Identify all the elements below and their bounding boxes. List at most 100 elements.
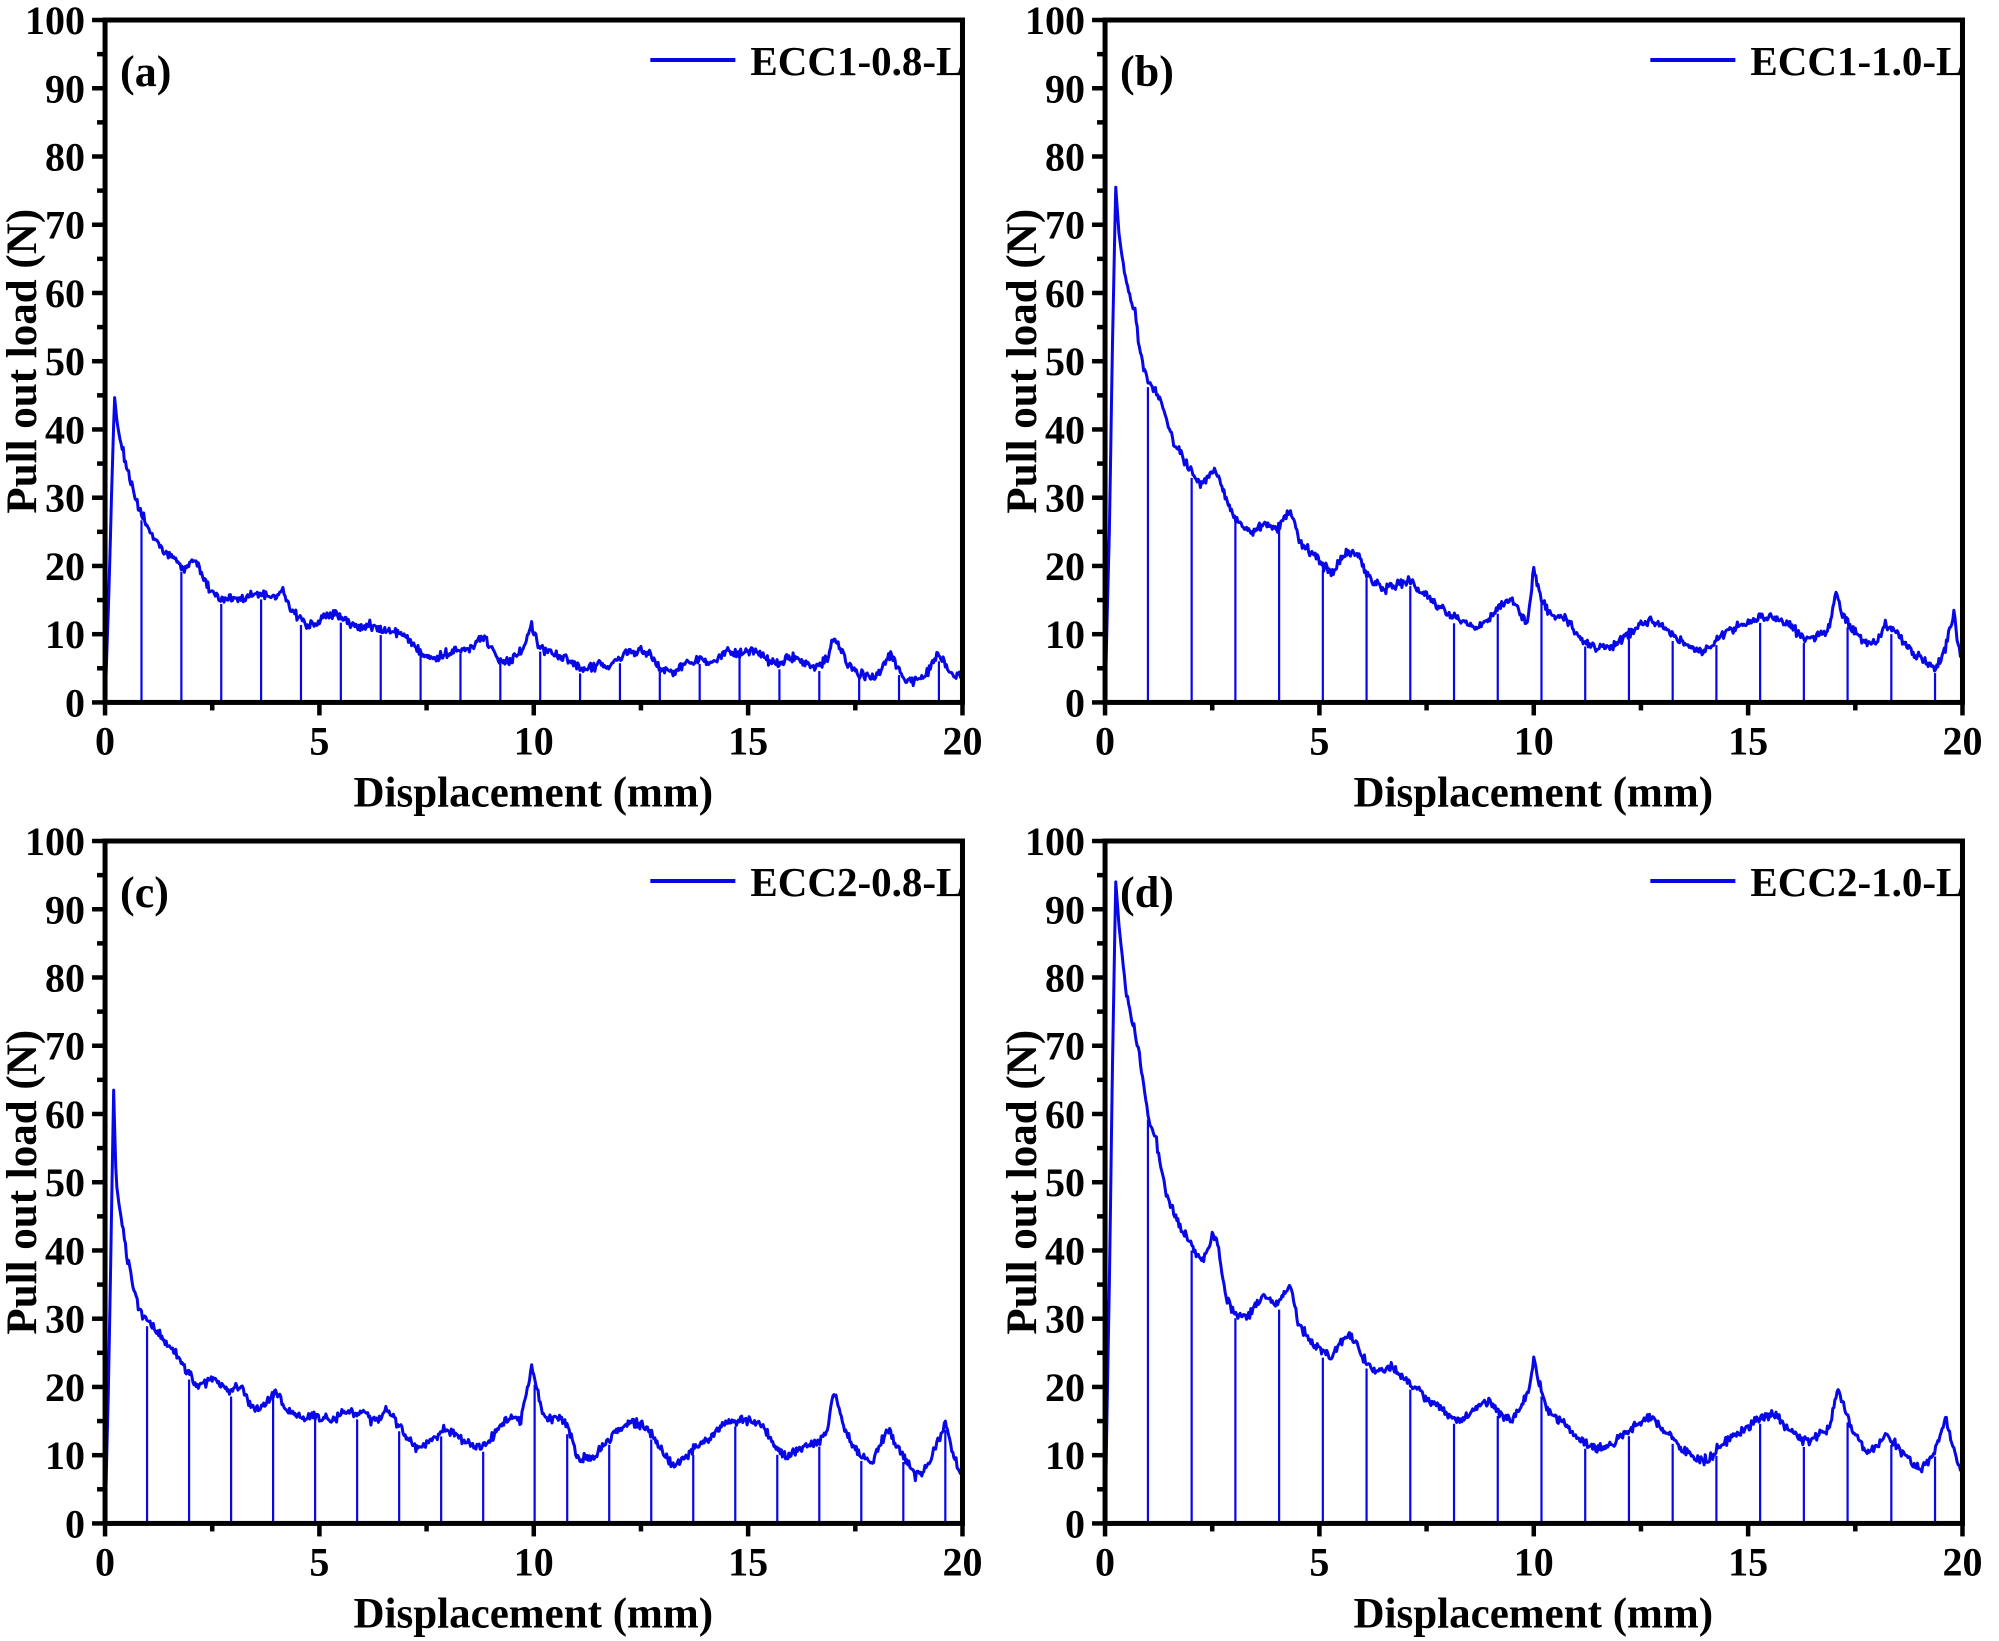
chart-ecc1-08-l: 0 10 20 30 40 50 60 70 80 90 100 0 5 10 15 20 (a) ECC1-… xyxy=(0,0,982,816)
x-tick-label: 5 xyxy=(1309,1539,1329,1584)
x-axis-title: Displacement (mm) xyxy=(353,1590,713,1637)
x-tick-label: 0 xyxy=(95,1539,115,1584)
x-tick-label: 15 xyxy=(728,718,768,763)
x-tick-label: 10 xyxy=(1513,718,1553,763)
x-tick-label: 10 xyxy=(1513,1539,1553,1584)
y-tick-label: 80 xyxy=(1045,135,1085,180)
chart-ecc2-08-l: 0 10 20 30 40 50 60 70 80 90 100 0 5 10 15 20 (c) ECC2-… xyxy=(0,821,982,1637)
y-tick-label: 100 xyxy=(25,0,85,43)
axis-box xyxy=(1102,17,1965,705)
panel-a: 0 10 20 30 40 50 60 70 80 90 100 0 5 10 15 20 (a) ECC1-… xyxy=(0,0,1000,821)
y-tick-label: 40 xyxy=(45,407,85,452)
x-axis-title: Displacement (mm) xyxy=(1353,1590,1713,1637)
y-tick-label: 0 xyxy=(1065,680,1085,725)
y-tick-label: 20 xyxy=(1045,1364,1085,1409)
x-tick-label: 5 xyxy=(309,1539,329,1584)
legend-label: ECC2-0.8-L xyxy=(750,859,963,905)
y-tick-label: 90 xyxy=(45,66,85,111)
y-tick-label: 90 xyxy=(45,887,85,932)
y-tick-label: 30 xyxy=(1045,1296,1085,1341)
panel-label: (a) xyxy=(120,47,171,96)
x-axis-title: Displacement (mm) xyxy=(1353,769,1713,816)
chart-ecc1-10-l: 0 10 20 30 40 50 60 70 80 90 100 0 5 10 15 20 (b) ECC1-… xyxy=(1000,0,1982,816)
plot-area: 0 10 20 30 40 50 60 70 80 90 100 0 5 10 15 20 xyxy=(25,821,982,1584)
y-axis-title: Pull out load (N) xyxy=(1000,1029,1046,1334)
y-axis-title: Pull out load (N) xyxy=(0,1029,46,1334)
x-tick-label: 0 xyxy=(1095,718,1115,763)
y-tick-label: 90 xyxy=(1045,66,1085,111)
y-tick-label: 50 xyxy=(45,1160,85,1205)
y-tick-label: 10 xyxy=(45,612,85,657)
x-tick-label: 10 xyxy=(514,1539,554,1584)
y-tick-label: 80 xyxy=(45,955,85,1000)
y-tick-label: 60 xyxy=(1045,1091,1085,1136)
x-tick-label: 20 xyxy=(942,1539,982,1584)
y-tick-label: 50 xyxy=(1045,339,1085,384)
plot-area: 0 10 20 30 40 50 60 70 80 90 100 0 5 10 15 20 xyxy=(25,0,982,763)
y-tick-label: 0 xyxy=(1065,1501,1085,1546)
axis-box xyxy=(1102,838,1965,1526)
y-tick-label: 90 xyxy=(1045,887,1085,932)
y-tick-label: 50 xyxy=(1045,1160,1085,1205)
x-tick-label: 15 xyxy=(1728,1539,1768,1584)
legend-label: ECC1-1.0-L xyxy=(1750,38,1963,84)
x-tick-label: 10 xyxy=(514,718,554,763)
x-tick-label: 0 xyxy=(95,718,115,763)
y-tick-label: 70 xyxy=(1045,1023,1085,1068)
y-tick-label: 60 xyxy=(1045,271,1085,316)
plot-area: 0 10 20 30 40 50 60 70 80 90 100 0 5 10 15 20 xyxy=(1025,0,1982,763)
y-tick-label: 0 xyxy=(65,680,85,725)
y-tick-label: 60 xyxy=(45,1091,85,1136)
y-tick-label: 80 xyxy=(45,135,85,180)
y-tick-label: 40 xyxy=(1045,1228,1085,1273)
y-tick-label: 60 xyxy=(45,271,85,316)
y-axis-title: Pull out load (N) xyxy=(1000,209,1046,514)
y-tick-label: 10 xyxy=(1045,1433,1085,1478)
y-tick-label: 70 xyxy=(45,1023,85,1068)
y-tick-label: 0 xyxy=(65,1501,85,1546)
x-tick-label: 15 xyxy=(1728,718,1768,763)
x-axis-title: Displacement (mm) xyxy=(353,769,713,816)
panel-label: (d) xyxy=(1120,868,1174,917)
x-tick-label: 5 xyxy=(1309,718,1329,763)
chart-ecc2-10-l: 0 10 20 30 40 50 60 70 80 90 100 0 5 10 15 20 (d) ECC2-… xyxy=(1000,821,1982,1637)
axis-box xyxy=(102,838,965,1526)
panel-c: 0 10 20 30 40 50 60 70 80 90 100 0 5 10 15 20 (c) ECC2-… xyxy=(0,820,1000,1641)
panel-d: 0 10 20 30 40 50 60 70 80 90 100 0 5 10 15 20 (d) ECC2-… xyxy=(999,820,1999,1641)
axis-box xyxy=(102,17,965,705)
y-axis-title: Pull out load (N) xyxy=(0,209,46,514)
y-tick-label: 30 xyxy=(1045,476,1085,521)
x-tick-label: 0 xyxy=(1095,1539,1115,1584)
y-tick-label: 30 xyxy=(45,1296,85,1341)
y-tick-label: 40 xyxy=(45,1228,85,1273)
y-tick-label: 40 xyxy=(1045,407,1085,452)
plot-area: 0 10 20 30 40 50 60 70 80 90 100 0 5 10 15 20 xyxy=(1025,821,1982,1584)
y-tick-label: 20 xyxy=(45,1364,85,1409)
y-tick-label: 100 xyxy=(25,821,85,864)
y-tick-label: 70 xyxy=(1045,203,1085,248)
x-tick-label: 20 xyxy=(1942,718,1982,763)
x-tick-label: 15 xyxy=(728,1539,768,1584)
y-tick-label: 30 xyxy=(45,476,85,521)
y-tick-label: 20 xyxy=(1045,544,1085,589)
pullout-curve xyxy=(103,396,964,702)
y-tick-label: 20 xyxy=(45,544,85,589)
y-tick-label: 70 xyxy=(45,203,85,248)
x-tick-label: 5 xyxy=(309,718,329,763)
y-tick-label: 10 xyxy=(1045,612,1085,657)
legend-label: ECC2-1.0-L xyxy=(1750,859,1963,905)
y-tick-label: 80 xyxy=(1045,955,1085,1000)
panel-label: (b) xyxy=(1120,47,1174,96)
legend-label: ECC1-0.8-L xyxy=(750,38,963,84)
x-tick-label: 20 xyxy=(1942,1539,1982,1584)
pullout-curve xyxy=(103,1088,964,1522)
y-tick-label: 10 xyxy=(45,1433,85,1478)
y-tick-label: 50 xyxy=(45,339,85,384)
panel-label: (c) xyxy=(120,868,169,917)
pullout-curve xyxy=(1103,879,1964,1522)
y-tick-label: 100 xyxy=(1025,821,1085,864)
panel-b: 0 10 20 30 40 50 60 70 80 90 100 0 5 10 15 20 (b) ECC1-… xyxy=(999,0,1999,821)
y-tick-label: 100 xyxy=(1025,0,1085,43)
pullout-curve xyxy=(1103,185,1964,702)
